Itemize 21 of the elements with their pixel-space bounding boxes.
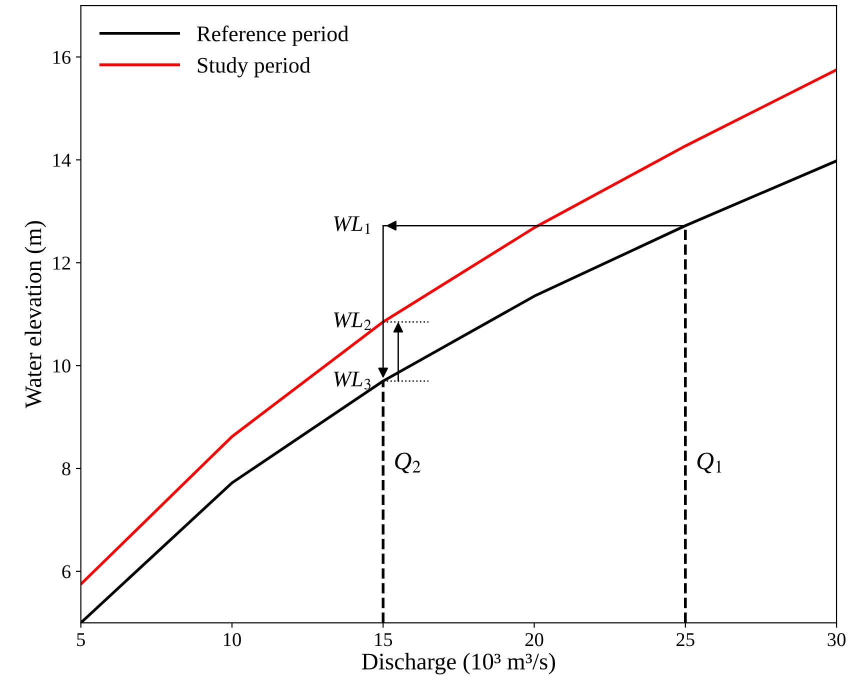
x-tick-label: 5 bbox=[77, 633, 85, 646]
y-tick-label: 16 bbox=[53, 50, 71, 64]
x-tick-label: 30 bbox=[828, 633, 846, 646]
x-tick-label: 10 bbox=[224, 633, 241, 646]
ref-line-label: Q$_{1}$ bbox=[697, 452, 722, 474]
x-tick-label: 15 bbox=[375, 633, 392, 646]
ref-line-label: Q$_{2}$ bbox=[395, 452, 420, 474]
y-axis-title: Water elevation (m) bbox=[24, 221, 46, 408]
y-tick-label: 12 bbox=[53, 256, 70, 270]
legend-label: Study period bbox=[198, 57, 310, 78]
annotation: WL$_{3}$ bbox=[334, 372, 370, 390]
y-tick-label: 10 bbox=[53, 359, 70, 373]
x-tick-label: 25 bbox=[676, 633, 694, 646]
x-axis-title: Discharge (10³ m³/s) bbox=[362, 652, 556, 674]
ref-line-label: WL$_{1}$ bbox=[334, 216, 370, 234]
legend-label: Reference period bbox=[197, 26, 349, 46]
y-tick-label: 8 bbox=[62, 462, 70, 476]
annotation: WL$_{2}$ bbox=[334, 312, 372, 330]
y-tick-label: 14 bbox=[53, 154, 71, 167]
x-tick-label: 20 bbox=[525, 633, 544, 646]
y-tick-label: 6 bbox=[62, 565, 71, 578]
